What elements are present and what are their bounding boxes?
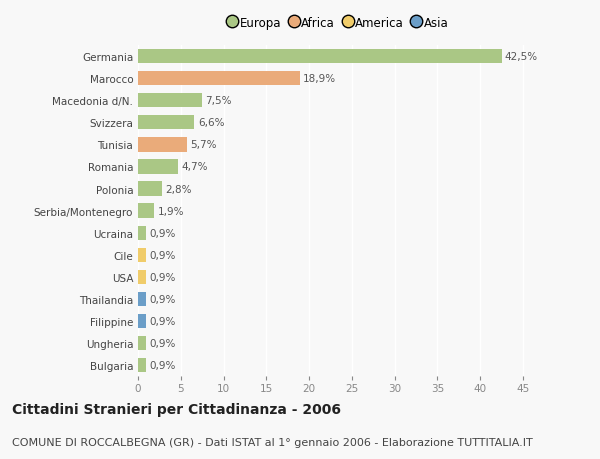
- Text: 7,5%: 7,5%: [206, 96, 232, 106]
- Text: 6,6%: 6,6%: [198, 118, 224, 128]
- Text: 0,9%: 0,9%: [149, 228, 175, 238]
- Bar: [138, 358, 146, 373]
- Bar: [138, 182, 162, 196]
- Bar: [138, 116, 194, 130]
- Text: COMUNE DI ROCCALBEGNA (GR) - Dati ISTAT al 1° gennaio 2006 - Elaborazione TUTTIT: COMUNE DI ROCCALBEGNA (GR) - Dati ISTAT …: [12, 437, 533, 447]
- Text: 0,9%: 0,9%: [149, 272, 175, 282]
- Bar: [138, 204, 154, 218]
- Bar: [138, 50, 502, 64]
- Bar: [138, 226, 146, 241]
- Bar: [138, 292, 146, 307]
- Text: 0,9%: 0,9%: [149, 338, 175, 348]
- Text: 0,9%: 0,9%: [149, 250, 175, 260]
- Text: 1,9%: 1,9%: [158, 206, 184, 216]
- Text: 0,9%: 0,9%: [149, 360, 175, 370]
- Bar: [138, 248, 146, 263]
- Bar: [138, 160, 178, 174]
- Text: Cittadini Stranieri per Cittadinanza - 2006: Cittadini Stranieri per Cittadinanza - 2…: [12, 402, 341, 416]
- Text: 2,8%: 2,8%: [166, 184, 192, 194]
- Text: 0,9%: 0,9%: [149, 294, 175, 304]
- Text: 4,7%: 4,7%: [182, 162, 208, 172]
- Text: 42,5%: 42,5%: [505, 52, 538, 62]
- Bar: [138, 270, 146, 285]
- Bar: [138, 72, 299, 86]
- Bar: [138, 314, 146, 329]
- Legend: Europa, Africa, America, Asia: Europa, Africa, America, Asia: [224, 12, 454, 34]
- Bar: [138, 94, 202, 108]
- Bar: [138, 336, 146, 351]
- Text: 18,9%: 18,9%: [303, 74, 336, 84]
- Text: 5,7%: 5,7%: [190, 140, 217, 150]
- Bar: [138, 138, 187, 152]
- Text: 0,9%: 0,9%: [149, 316, 175, 326]
